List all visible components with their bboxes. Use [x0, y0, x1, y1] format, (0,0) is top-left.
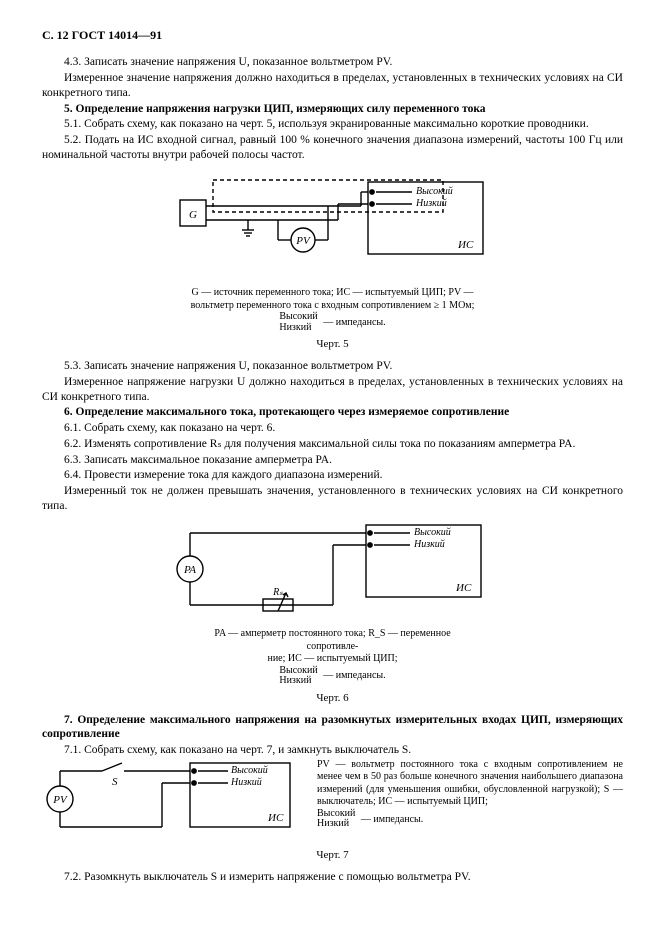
text: — импедансы.	[323, 317, 385, 328]
figure-7-label: Черт. 7	[42, 848, 623, 862]
text: 4.3. Записать значение напряжения U, пок…	[64, 56, 392, 68]
text: 7. Определение максимального напряжения …	[42, 714, 623, 741]
para-5-2: 5.2. Подать на ИС входной сигнал, равный…	[42, 133, 623, 162]
figure-6-caption: PA — амперметр постоянного тока; R_S — п…	[193, 628, 473, 687]
para-6-4b: Измеренный ток не должен превышать значе…	[42, 484, 623, 513]
figure-6-svg: PA Rₛ Высокий Низкий	[168, 519, 498, 619]
label-ic: ИС	[267, 812, 284, 824]
para-4-3: 4.3. Записать значение напряжения U, пок…	[42, 55, 623, 70]
label-lo: Низкий	[230, 777, 262, 788]
para-6-4: 6.4. Провести измерение тока для каждого…	[42, 468, 623, 483]
para-7-2: 7.2. Разомкнуть выключатель S и измерить…	[42, 870, 623, 885]
para-6-3: 6.3. Записать максимальное показание амп…	[42, 453, 623, 468]
para-5-1: 5.1. Собрать схему, как показано на черт…	[42, 117, 623, 132]
figure-7-caption: PV — вольтметр постоянного тока с входны…	[307, 759, 623, 830]
figure-7-svg: PV S	[42, 759, 297, 839]
figure-5-svg: G PV	[168, 168, 498, 278]
svg-text:G: G	[189, 209, 197, 221]
label-s: S	[112, 776, 118, 788]
para-7-1: 7.1. Собрать схему, как показано на черт…	[42, 743, 623, 758]
text: 5. Определение напряжения нагрузки ЦИП, …	[64, 103, 486, 115]
text: вольтметр переменного тока с входным соп…	[191, 300, 475, 311]
text: Измеренное значение напряжения должно на…	[42, 72, 623, 99]
label-lo: Низкий	[413, 539, 445, 550]
label-pa: PA	[182, 564, 195, 576]
text: 6. Определение максимального тока, проте…	[64, 406, 509, 418]
para-5-3b: Измеренное напряжение нагрузки U должно …	[42, 375, 623, 404]
label-hi: Высокий	[416, 186, 453, 197]
heading-7: 7. Определение максимального напряжения …	[42, 713, 623, 742]
para-6-1: 6.1. Собрать схему, как показано на черт…	[42, 421, 623, 436]
figure-6-label: Черт. 6	[42, 691, 623, 705]
text: PV — вольтметр постоянного тока с входны…	[317, 759, 623, 808]
text: Измеренный ток не должен превышать значе…	[42, 485, 623, 512]
text: ние; ИС — испытуемый ЦИП;	[267, 653, 397, 664]
figure-5-caption: G — источник переменного тока; ИС — испы…	[183, 287, 483, 333]
text: Низкий	[317, 819, 355, 830]
text: — импедансы.	[323, 670, 385, 681]
para-4-3b: Измеренное значение напряжения должно на…	[42, 71, 623, 100]
label-ic: ИС	[455, 582, 472, 594]
text: 6.4. Провести измерение тока для каждого…	[64, 469, 382, 481]
text: 7.2. Разомкнуть выключатель S и измерить…	[64, 871, 471, 883]
text: G — источник переменного тока; ИС — испы…	[191, 287, 473, 298]
text: 5.1. Собрать схему, как показано на черт…	[64, 118, 589, 130]
heading-5: 5. Определение напряжения нагрузки ЦИП, …	[42, 102, 623, 117]
text: 6.3. Записать максимальное показание амп…	[64, 454, 332, 466]
label-pv: PV	[295, 235, 311, 247]
figure-5-label: Черт. 5	[42, 337, 623, 351]
text: — импедансы.	[361, 814, 423, 825]
text: 6.1. Собрать схему, как показано на черт…	[64, 422, 275, 434]
label-pv: PV	[52, 794, 68, 806]
text: Измеренное напряжение нагрузки U должно …	[42, 376, 623, 403]
label-hi: Высокий	[414, 527, 451, 538]
figure-7: PV S	[42, 759, 307, 844]
text: 7.1. Собрать схему, как показано на черт…	[64, 744, 411, 756]
figure-5: G PV	[42, 168, 623, 351]
text: Низкий	[279, 323, 317, 334]
heading-6: 6. Определение максимального тока, проте…	[42, 405, 623, 420]
text: 5.3. Записать значение напряжения U, пок…	[64, 360, 392, 372]
para-6-2: 6.2. Изменять сопротивление Rₛ для получ…	[42, 437, 623, 452]
label-hi: Высокий	[231, 765, 268, 776]
text: 6.2. Изменять сопротивление Rₛ для получ…	[64, 438, 575, 450]
figure-7-row: PV S	[42, 759, 623, 844]
text: 5.2. Подать на ИС входной сигнал, равный…	[42, 134, 623, 161]
page: С. 12 ГОСТ 14014—91 4.3. Записать значен…	[0, 0, 661, 936]
text: PA — амперметр постоянного тока; R_S — п…	[214, 628, 450, 652]
figure-6: PA Rₛ Высокий Низкий	[42, 519, 623, 704]
page-header: С. 12 ГОСТ 14014—91	[42, 28, 623, 43]
label-lo: Низкий	[415, 198, 447, 209]
label-rs: Rₛ	[272, 587, 283, 598]
para-5-3: 5.3. Записать значение напряжения U, пок…	[42, 359, 623, 374]
label-ic: ИС	[457, 239, 474, 251]
text: Низкий	[279, 676, 317, 687]
